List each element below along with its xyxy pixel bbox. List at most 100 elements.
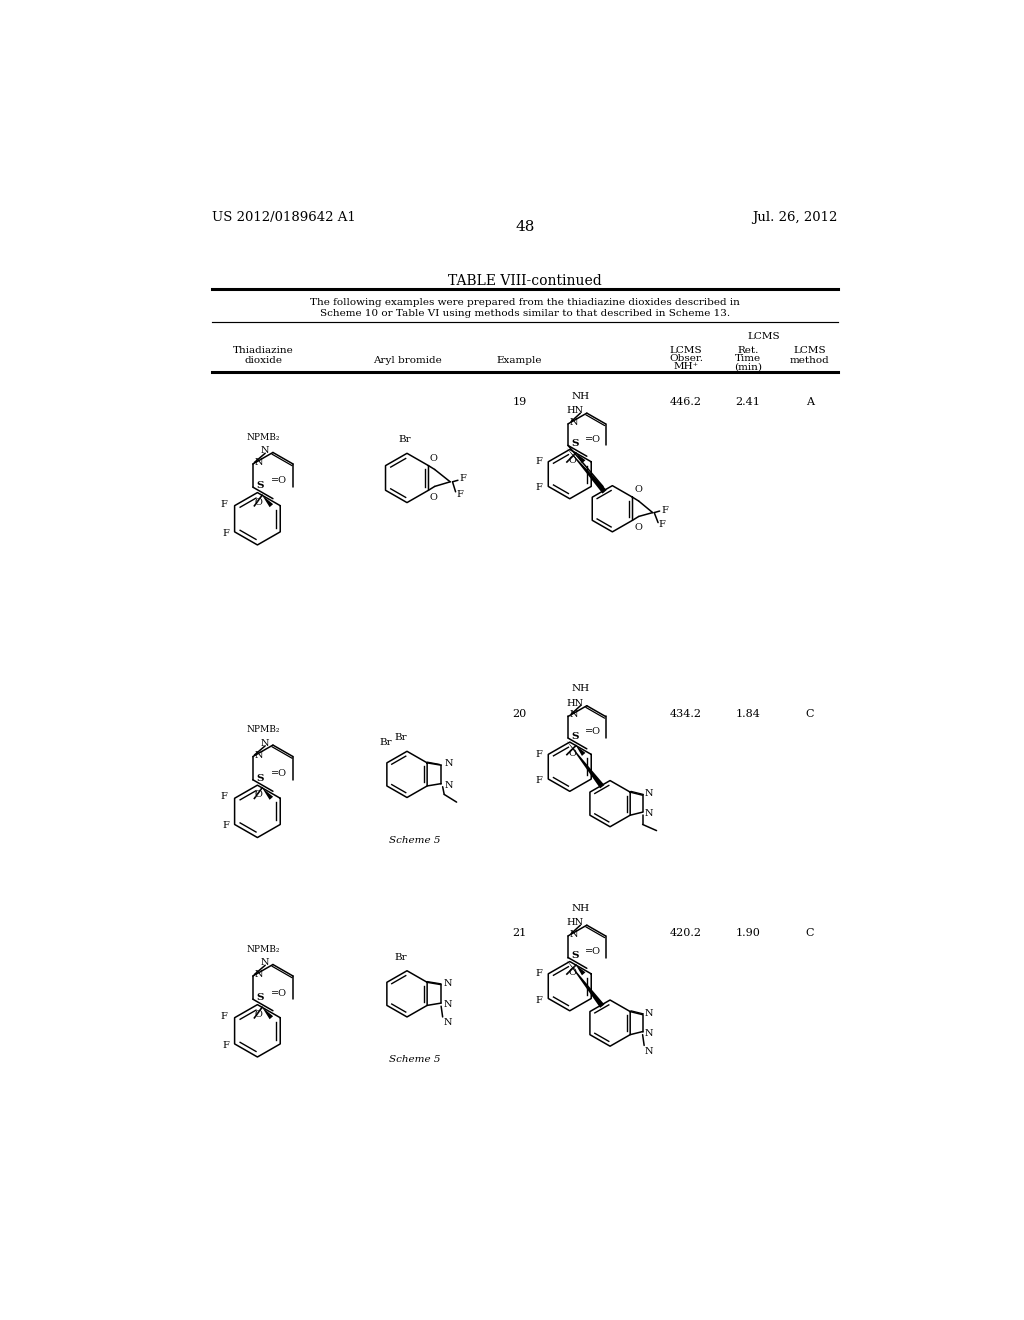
Text: NH: NH [571,904,590,913]
Text: NPMB₂: NPMB₂ [247,725,281,734]
Text: N: N [645,809,653,818]
Text: F: F [222,529,229,537]
Text: LCMS: LCMS [670,346,702,355]
Text: 21: 21 [512,928,526,939]
Text: The following examples were prepared from the thiadiazine dioxides described in: The following examples were prepared fro… [310,298,739,306]
Text: Br: Br [394,733,408,742]
Text: N: N [443,978,452,987]
Text: MH⁺: MH⁺ [674,363,698,371]
Text: 48: 48 [515,220,535,234]
Text: N: N [645,1028,653,1038]
Text: S: S [571,952,579,961]
Text: Thiadiazine: Thiadiazine [233,346,294,355]
Text: N: N [260,958,269,968]
Text: F: F [536,969,543,978]
Text: O: O [429,492,437,502]
Text: C: C [806,928,814,939]
Text: 19: 19 [512,397,526,407]
Text: F: F [536,483,543,492]
Text: F: F [220,792,227,801]
Polygon shape [262,788,273,800]
Text: F: F [536,995,543,1005]
Text: F: F [460,474,466,483]
Text: Br: Br [394,953,408,961]
Text: Br: Br [379,738,391,747]
Text: A: A [806,397,814,407]
Text: F: F [220,1011,227,1020]
Text: Scheme 10 or Table VI using methods similar to that described in Scheme 13.: Scheme 10 or Table VI using methods simi… [319,309,730,318]
Text: N: N [645,1047,653,1056]
Text: N: N [645,789,653,799]
Polygon shape [575,746,586,756]
Text: N: N [444,759,453,768]
Text: US 2012/0189642 A1: US 2012/0189642 A1 [212,211,355,224]
Text: N: N [645,1008,653,1018]
Text: =O: =O [270,477,287,486]
Polygon shape [566,447,606,494]
Text: S: S [257,993,264,1002]
Text: F: F [536,776,543,785]
Text: Aryl bromide: Aryl bromide [373,355,441,364]
Text: method: method [791,355,829,364]
Text: F: F [222,821,229,830]
Text: 420.2: 420.2 [670,928,702,939]
Text: =O: =O [585,434,601,444]
Text: =O: =O [270,989,287,998]
Text: 2.41: 2.41 [735,397,761,407]
Text: Scheme 5: Scheme 5 [389,1056,440,1064]
Text: (min): (min) [734,363,762,371]
Text: N: N [443,1019,452,1027]
Text: F: F [220,500,227,508]
Text: NH: NH [571,684,590,693]
Text: 20: 20 [512,709,526,719]
Text: O: O [429,454,437,463]
Text: 446.2: 446.2 [670,397,702,407]
Text: 434.2: 434.2 [670,709,702,719]
Text: N: N [444,780,453,789]
Polygon shape [575,965,586,975]
Text: Jul. 26, 2012: Jul. 26, 2012 [753,211,838,224]
Text: HN: HN [566,698,584,708]
Text: 1.90: 1.90 [735,928,761,939]
Text: HN: HN [566,919,584,928]
Text: S: S [257,480,264,490]
Text: N: N [569,929,579,939]
Text: C: C [806,709,814,719]
Text: O: O [254,1010,262,1019]
Text: O: O [254,498,262,507]
Text: NPMB₂: NPMB₂ [247,433,281,442]
Text: NPMB₂: NPMB₂ [247,945,281,954]
Text: Obser.: Obser. [669,354,703,363]
Text: 1.84: 1.84 [735,709,761,719]
Text: O: O [635,486,643,494]
Text: HN: HN [566,407,584,416]
Text: NH: NH [571,392,590,401]
Text: N: N [260,739,269,748]
Text: TABLE VIII-continued: TABLE VIII-continued [447,275,602,288]
Text: =O: =O [585,727,601,737]
Polygon shape [566,741,604,788]
Text: N: N [254,458,263,467]
Text: S: S [571,733,579,741]
Text: Time: Time [735,354,761,363]
Text: Ret.: Ret. [737,346,759,355]
Text: O: O [568,748,577,758]
Text: N: N [569,418,579,426]
Text: N: N [443,1001,452,1008]
Text: F: F [457,490,463,499]
Text: =O: =O [270,770,287,777]
Polygon shape [575,453,586,463]
Text: F: F [536,457,543,466]
Text: N: N [254,970,263,979]
Text: Scheme 5: Scheme 5 [389,836,440,845]
Text: N: N [569,710,579,719]
Polygon shape [566,960,604,1007]
Text: LCMS: LCMS [794,346,826,355]
Text: F: F [222,1041,229,1049]
Text: S: S [257,774,264,783]
Text: F: F [536,750,543,759]
Text: S: S [571,440,579,449]
Text: LCMS: LCMS [748,333,780,342]
Text: F: F [658,520,666,529]
Text: O: O [635,524,643,532]
